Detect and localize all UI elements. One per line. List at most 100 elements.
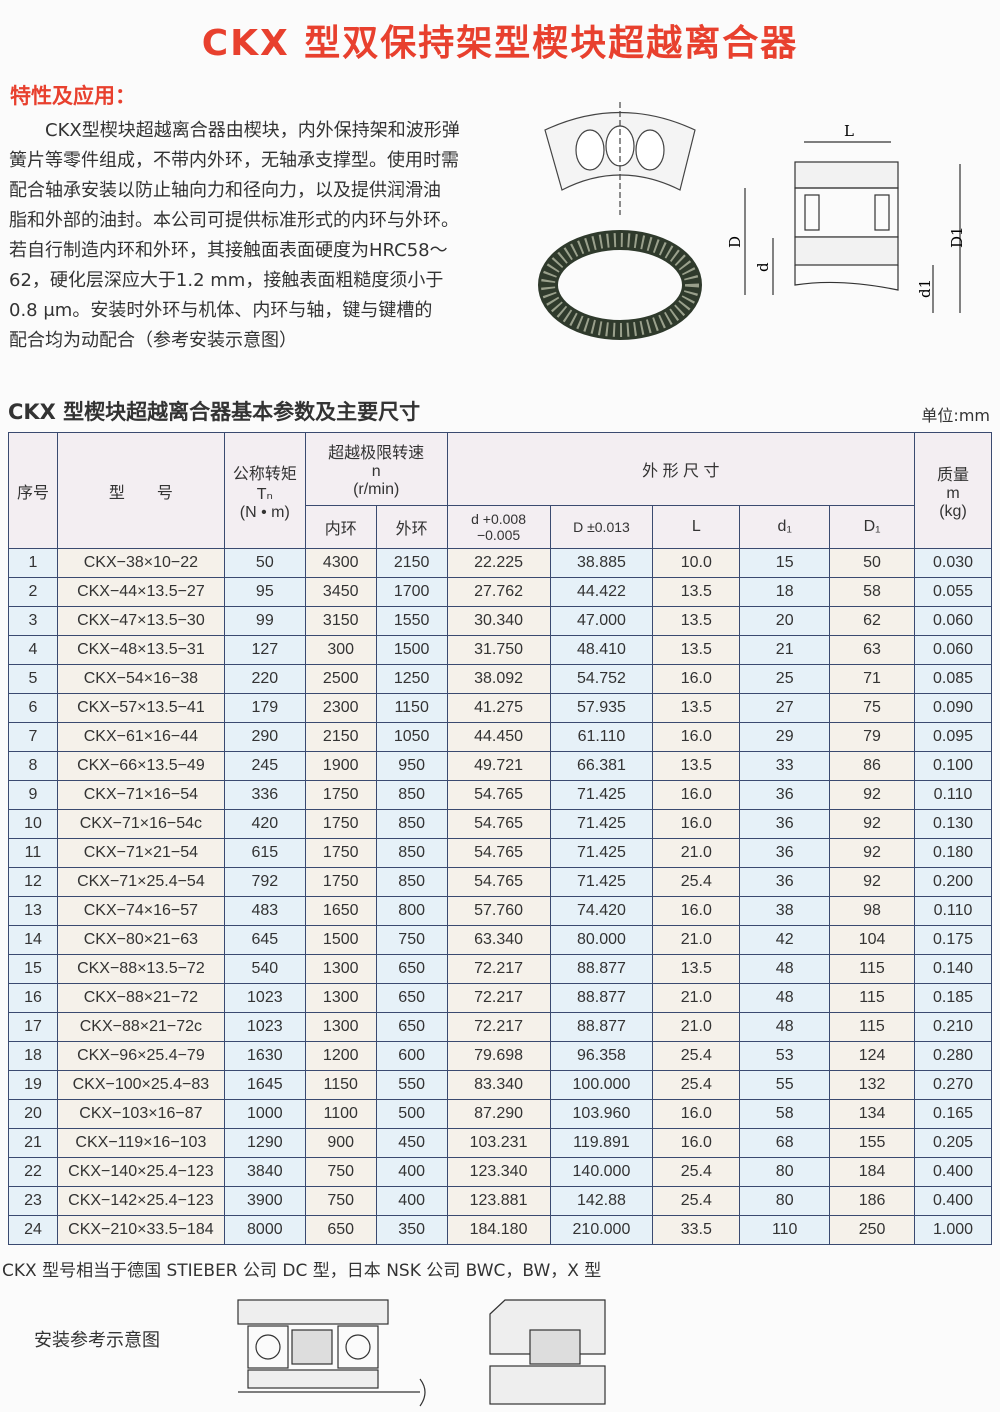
cell-mass: 0.140 [914,954,992,984]
cell-d: 41.275 [446,693,551,723]
cell-outer-speed: 350 [375,1215,448,1245]
page-title: CKX 型双保持架型楔块超越离合器 [201,23,799,64]
table-row: 16 CKX−88×21−72 1023 1300 650 72.217 88.877 21.… [8,983,992,1013]
cell-D1: 62 [829,606,915,636]
cell-d: 22.225 [446,548,551,578]
header-D: D ±0.013 [549,505,654,549]
cell-L: 10.0 [652,548,741,578]
intro-line: 62，硬化层深应大于1.2 mm，接触表面粗糙度须小于 [9,270,444,291]
cell-mass: 0.180 [914,838,992,868]
cell-mass: 0.165 [914,1099,992,1129]
cell-D: 71.425 [549,867,654,897]
table-title: CKX 型楔块超越离合器基本参数及主要尺寸 [8,400,421,424]
cell-L: 25.4 [652,1157,741,1187]
cell-model: CKX−48×13.5−31 [56,635,225,665]
cell-d1: 15 [739,548,831,578]
cell-d: 49.721 [446,751,551,781]
cell-D: 66.381 [549,751,654,781]
cell-D1: 124 [829,1041,915,1071]
cell-d: 72.217 [446,1012,551,1042]
cell-inner-speed: 2300 [304,693,377,723]
cell-d1: 38 [739,896,831,926]
torque-unit: (N • m) [239,503,290,521]
cell-d: 103.231 [446,1128,551,1158]
features-heading: 特性及应用： [10,84,136,108]
cell-D: 88.877 [549,954,654,984]
cell-D: 71.425 [549,780,654,810]
cell-L: 13.5 [652,635,741,665]
cell-d1: 48 [739,1012,831,1042]
cell-model: CKX−100×25.4−83 [56,1070,225,1100]
torque-symbol: Tₙ [256,485,273,503]
cell-torque: 50 [223,548,306,578]
cell-no: 17 [8,1012,58,1042]
cell-L: 25.4 [652,1041,741,1071]
cell-torque: 3840 [223,1157,306,1187]
cell-d: 72.217 [446,983,551,1013]
cell-inner-speed: 1300 [304,954,377,984]
cell-mass: 1.000 [914,1215,992,1245]
cell-mass: 0.185 [914,983,992,1013]
cell-d1: 55 [739,1070,831,1100]
cell-no: 9 [8,780,58,810]
cell-D1: 92 [829,867,915,897]
header-no: 序号 [8,432,58,549]
cell-no: 15 [8,954,58,984]
cell-mass: 0.400 [914,1157,992,1187]
cell-inner-speed: 3150 [304,606,377,636]
cell-torque: 1645 [223,1070,306,1100]
cell-d1: 80 [739,1157,831,1187]
cell-outer-speed: 650 [375,954,448,984]
cell-inner-speed: 2500 [304,664,377,694]
table-row: 18 CKX−96×25.4−79 1630 1200 600 79.698 96.358 2… [8,1041,992,1071]
table-row: 12 CKX−71×25.4−54 792 1750 850 54.765 71.425 25… [8,867,992,897]
cell-D1: 92 [829,838,915,868]
cell-D1: 75 [829,693,915,723]
cell-torque: 95 [223,577,306,607]
cell-mass: 0.060 [914,635,992,665]
cell-D: 54.752 [549,664,654,694]
cell-torque: 540 [223,954,306,984]
table-row: 21 CKX−119×16−103 1290 900 450 103.231 119.891… [8,1128,992,1158]
cell-D: 80.000 [549,925,654,955]
cell-torque: 3900 [223,1186,306,1216]
cell-torque: 220 [223,664,306,694]
install-label: 安装参考示意图 [34,1330,160,1351]
cell-d1: 58 [739,1099,831,1129]
intro-line: 簧片等零件组成，不带内外环，无轴承支撑型。使用时需 [9,150,459,171]
mass-unit: (kg) [939,502,967,520]
cell-no: 22 [8,1157,58,1187]
label-D1: D1 [948,226,966,248]
header-D1: D₁ [829,505,915,549]
cell-model: CKX−119×16−103 [56,1128,225,1158]
cell-no: 12 [8,867,58,897]
cell-L: 16.0 [652,664,741,694]
dimension-drawing [744,141,961,313]
cell-model: CKX−210×33.5−184 [56,1215,225,1245]
cell-outer-speed: 600 [375,1041,448,1071]
cell-d: 44.450 [446,722,551,752]
cell-no: 21 [8,1128,58,1158]
table-row: 10 CKX−71×16−54c 420 1750 850 54.765 71.425 16.… [8,809,992,839]
cell-inner-speed: 1500 [304,925,377,955]
cell-inner-speed: 1150 [304,1070,377,1100]
cell-mass: 0.400 [914,1186,992,1216]
cell-model: CKX−88×21−72c [56,1012,225,1042]
cell-outer-speed: 850 [375,867,448,897]
cell-d1: 48 [739,983,831,1013]
cell-no: 16 [8,983,58,1013]
cell-inner-speed: 300 [304,635,377,665]
cell-L: 16.0 [652,722,741,752]
cell-D1: 71 [829,664,915,694]
cell-no: 24 [8,1215,58,1245]
cell-outer-speed: 950 [375,751,448,781]
intro-line: 配合均为动配合（参考安装示意图） [9,330,297,351]
torque-label: 公称转矩 [232,465,297,483]
cell-model: CKX−44×13.5−27 [56,577,225,607]
table-row: 13 CKX−74×16−57 483 1650 800 57.760 74.420 16.0… [8,896,992,926]
cell-model: CKX−54×16−38 [56,664,225,694]
cell-D: 103.960 [549,1099,654,1129]
cell-D1: 186 [829,1186,915,1216]
cell-D: 47.000 [549,606,654,636]
cell-L: 16.0 [652,780,741,810]
